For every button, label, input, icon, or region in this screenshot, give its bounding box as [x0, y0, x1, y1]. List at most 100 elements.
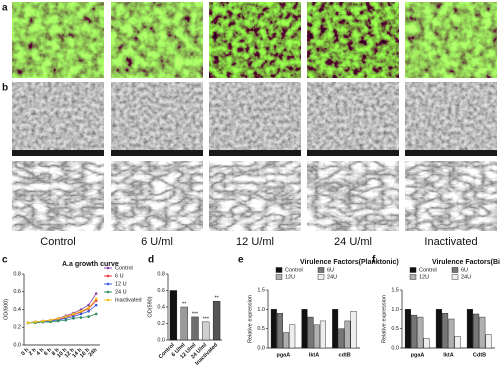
legend-label: 6U [327, 267, 334, 273]
bar [485, 334, 492, 349]
y-tick-label: 0.4 [157, 304, 165, 310]
condition-label: 24 U/ml [334, 236, 372, 248]
x-tick-label: 2 h [28, 347, 38, 357]
legend-label: 24U [327, 274, 337, 280]
y-tick-label: 0.6 [157, 288, 165, 294]
panel-label: f [372, 255, 376, 266]
bar [289, 324, 296, 349]
condition-label: Control [40, 236, 75, 248]
legend-label: 24U [461, 274, 471, 280]
bar [448, 318, 455, 349]
sem-scale-bar [111, 150, 203, 156]
legend-label: 12 U [115, 281, 127, 287]
x-tick-label: 8 h [51, 347, 61, 357]
sem-scale-bar [12, 150, 104, 156]
bar [191, 316, 199, 341]
fluorescence-image [209, 2, 301, 78]
fluorescence-image [12, 2, 104, 78]
legend-marker [106, 274, 110, 278]
y-tick-label: 0.2 [13, 325, 21, 331]
point [64, 318, 68, 322]
x-tick-label: cdtB [339, 352, 351, 358]
panel-label: e [238, 255, 244, 266]
micrographs [12, 2, 497, 231]
panel-label: d [148, 255, 154, 266]
x-tick-label: pgaA [411, 352, 425, 358]
y-tick-label: 0.2 [157, 321, 165, 327]
point [87, 306, 90, 310]
y-tick-label: 0.5 [391, 326, 399, 332]
legend-marker [106, 290, 110, 294]
legend-swatch [451, 274, 459, 280]
y-tick-label: 0.0 [157, 337, 165, 343]
x-tick-label: 4 h [36, 347, 46, 357]
bar [283, 332, 290, 349]
bar [479, 316, 486, 349]
bar [423, 338, 430, 349]
bar [350, 311, 357, 349]
sem-image [307, 82, 399, 156]
point [56, 317, 60, 320]
sem-scale-bar [307, 150, 399, 156]
point [34, 320, 37, 324]
y-tick-label: 0.8 [157, 271, 165, 277]
y-axis-label: Relative expression [247, 295, 253, 343]
bar [454, 336, 461, 349]
point [87, 315, 90, 318]
legend-swatch [409, 274, 417, 280]
bar [442, 313, 449, 349]
point [56, 319, 60, 323]
legend-label: 6U [461, 267, 468, 273]
bar [473, 313, 480, 349]
fluorescence-image [111, 2, 203, 78]
sem-scale-bar [209, 150, 301, 156]
legend-marker [106, 298, 110, 302]
bar [404, 309, 411, 349]
bar [411, 314, 418, 349]
bar [307, 316, 314, 349]
bar [344, 320, 351, 349]
y-tick-label: 1.5 [391, 287, 399, 293]
sem-scale-bar [405, 150, 497, 156]
x-tick-label: CdtB [473, 352, 486, 358]
legend-label: Control [419, 267, 437, 273]
x-tick-label: 6 h [43, 347, 53, 357]
point [41, 319, 45, 323]
legend-label: Control [285, 267, 303, 273]
bar [202, 321, 210, 341]
y-axis-label: Relative expression [381, 295, 387, 343]
bar [169, 290, 178, 341]
y-axis-label: OD(600) [3, 299, 9, 320]
x-tick-label: 24h [88, 347, 99, 358]
legend-marker [106, 282, 110, 286]
bar [319, 320, 326, 349]
chart-title: A.a growth curve [62, 261, 119, 268]
point [49, 318, 52, 322]
series-line [27, 298, 97, 324]
significance: *** [203, 316, 210, 322]
panel-label: b [2, 83, 8, 94]
legend-swatch [317, 267, 325, 273]
bar [435, 309, 442, 349]
bar [270, 309, 277, 349]
x-tick-label: 0 h [20, 347, 30, 357]
y-tick-label: 0.4 [13, 307, 21, 313]
legend-swatch [275, 274, 283, 280]
legend-swatch [451, 267, 459, 273]
y-tick-label: 1.0 [391, 307, 399, 313]
legend-label: Inactivated [115, 297, 142, 303]
bar [277, 313, 283, 349]
legend-label: 12U [419, 274, 429, 280]
point [87, 303, 90, 307]
fluorescence-image [307, 2, 399, 78]
x-tick-label: lktA [443, 352, 453, 358]
y-tick-label: 0.0 [13, 342, 21, 348]
point [64, 315, 68, 318]
legend-label: 24 U [115, 289, 127, 295]
series-line [27, 304, 97, 324]
x-tick-label: lktA [309, 352, 319, 358]
sem-image [111, 82, 203, 156]
y-tick-label: 1.5 [257, 287, 265, 293]
chart-title: Virulence Factors(Planktonic) [300, 259, 399, 266]
point [87, 309, 90, 313]
